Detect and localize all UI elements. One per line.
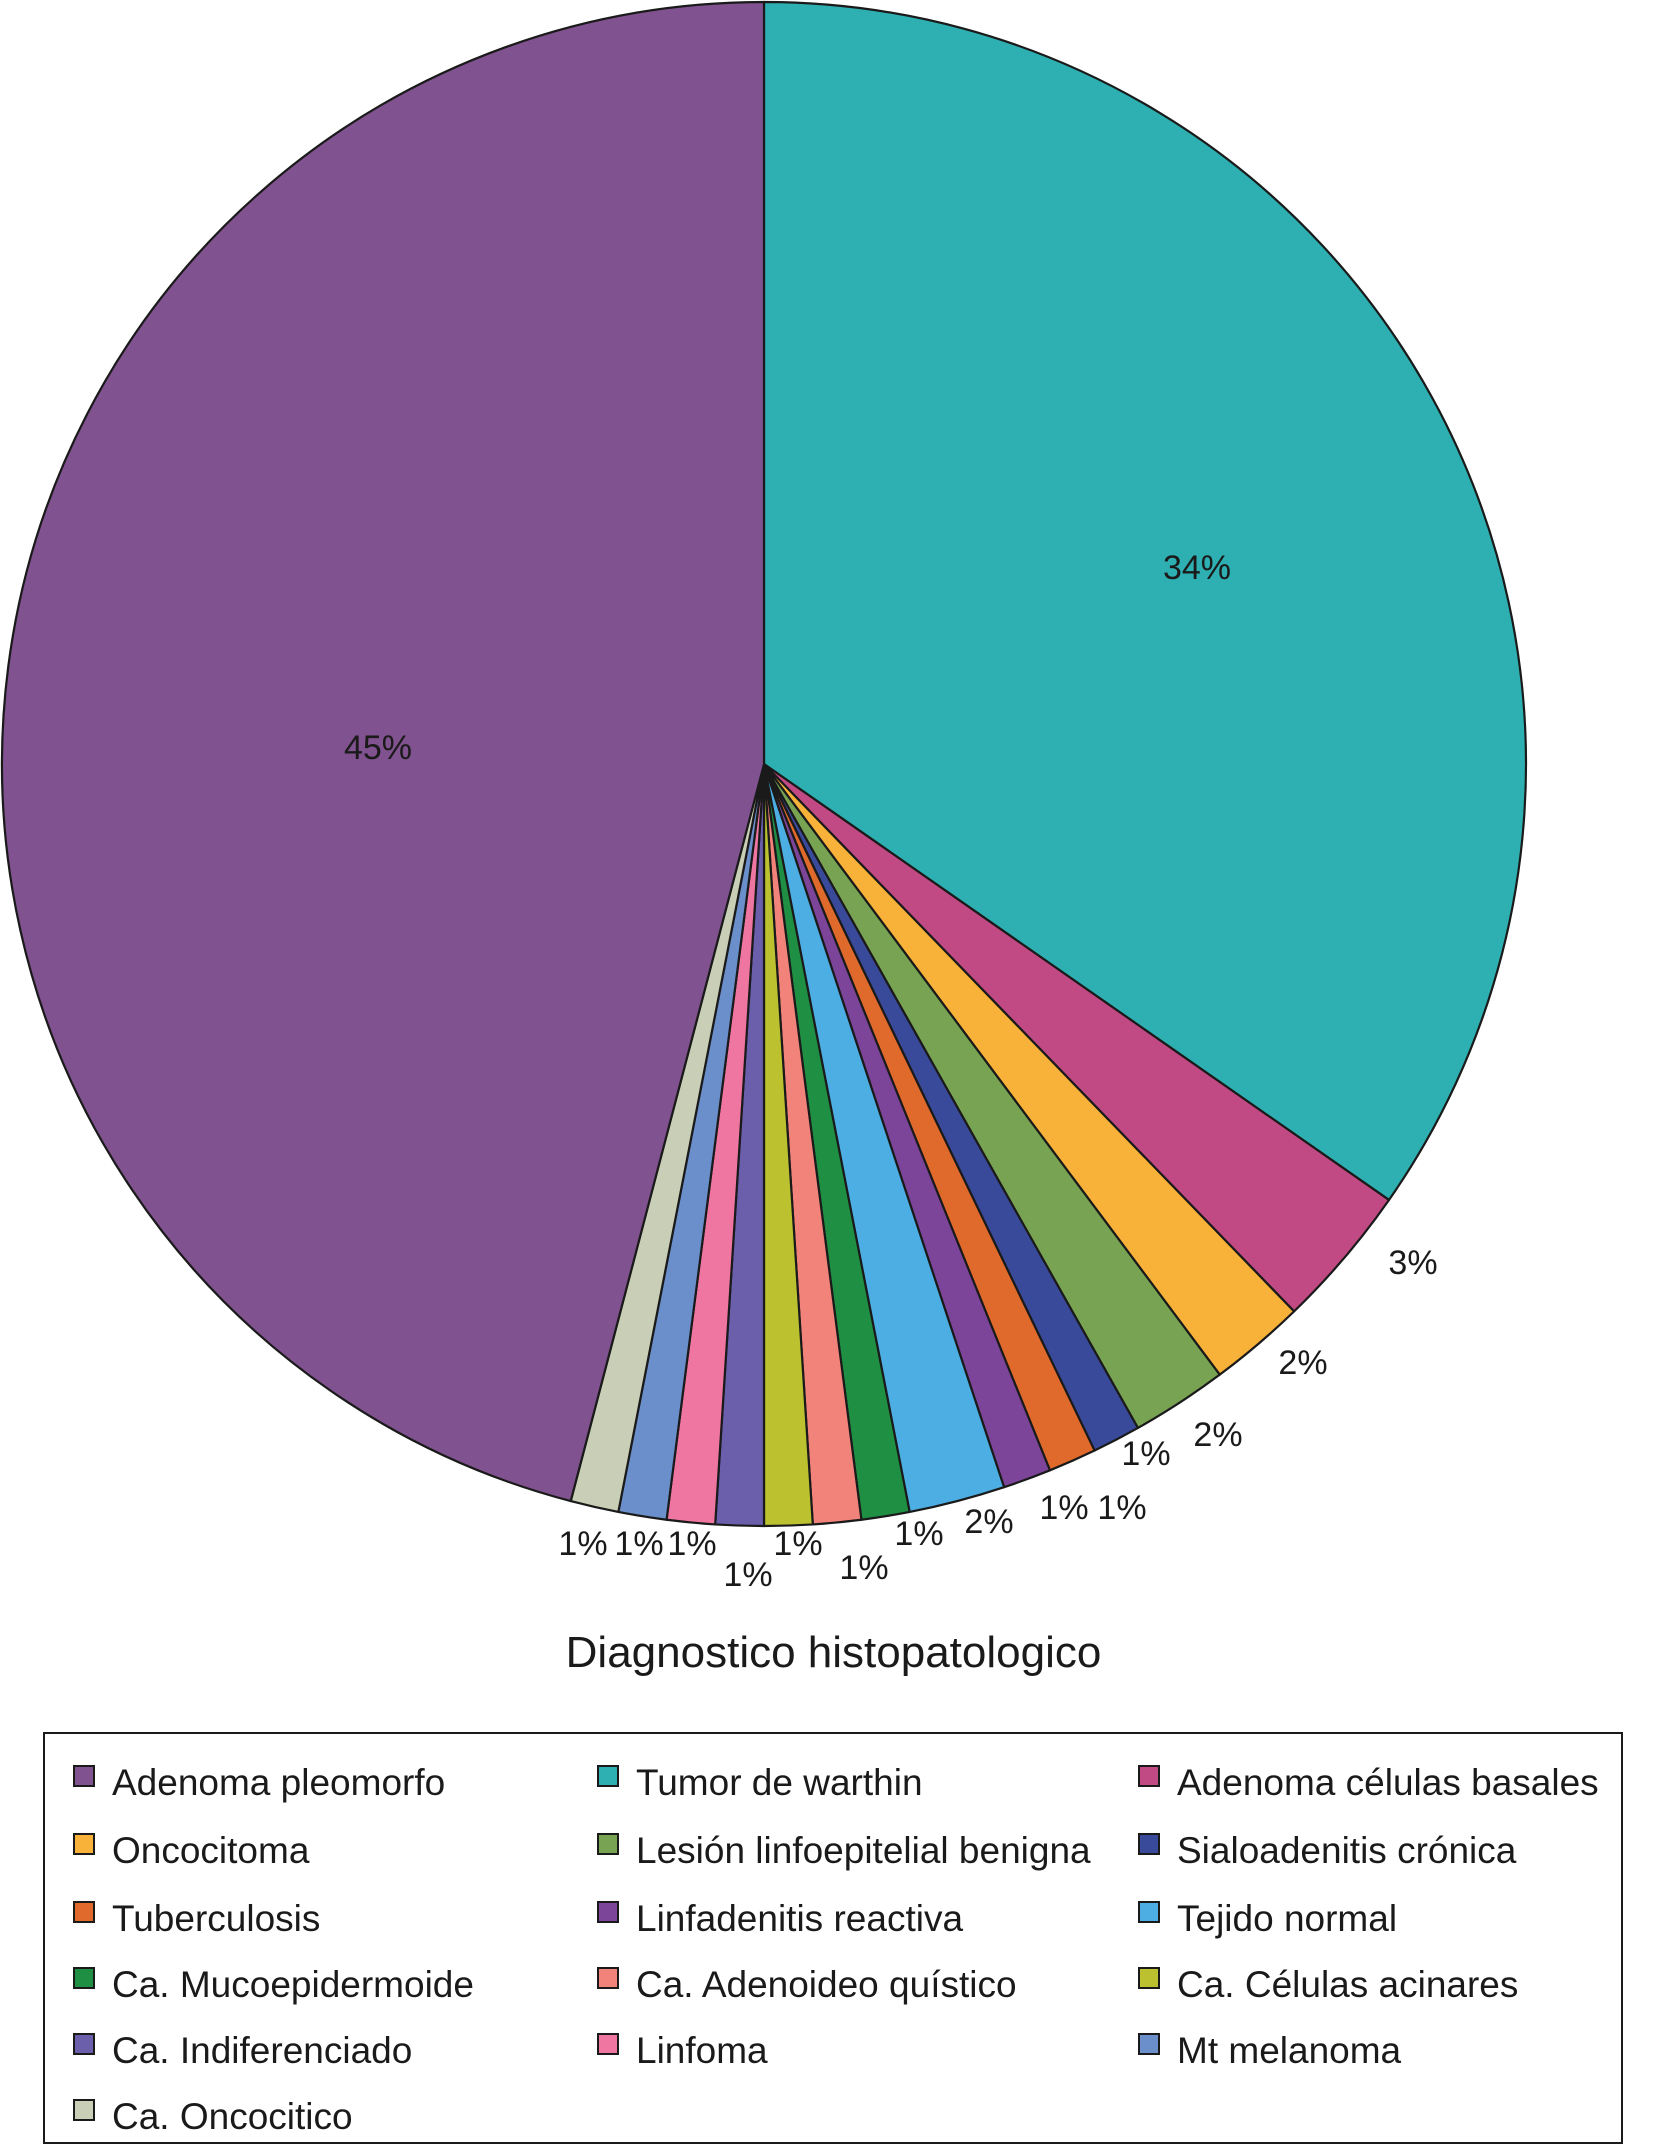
legend-label: Ca. Adenoideo quístico — [636, 1964, 1017, 2005]
legend-label: Tumor de warthin — [636, 1762, 923, 1803]
legend-swatch — [597, 1765, 619, 1787]
legend-item: Sialoadenitis crónica — [1138, 1830, 1516, 1872]
pie-data-labels: 34%3%2%2%1%1%1%2%1%1%1%1%1%1%1%45% — [344, 549, 1438, 1594]
data-label: 1% — [723, 1556, 772, 1594]
data-label: 2% — [964, 1503, 1013, 1541]
data-label: 3% — [1388, 1244, 1437, 1282]
legend-label: Tuberculosis — [112, 1898, 321, 1939]
data-label: 1% — [773, 1525, 822, 1563]
legend-label: Sialoadenitis crónica — [1177, 1830, 1517, 1871]
legend-swatch — [73, 1765, 95, 1787]
legend-label: Tejido normal — [1177, 1898, 1398, 1939]
legend-item: Adenoma pleomorfo — [73, 1762, 445, 1804]
data-label: 1% — [667, 1525, 716, 1563]
pie-slices — [0, 0, 1528, 1528]
legend-item: Tejido normal — [1138, 1898, 1397, 1940]
legend-item: Linfadenitis reactiva — [597, 1898, 963, 1940]
legend-item: Ca. Mucoepidermoide — [73, 1964, 474, 2006]
legend-swatch — [73, 2033, 95, 2055]
legend-swatch — [597, 1967, 619, 1989]
data-label: 1% — [558, 1525, 607, 1563]
pie-slice-adenoma-pleomorfo — [0, 0, 766, 1503]
legend-swatch — [73, 1967, 95, 1989]
legend-swatch — [73, 1833, 95, 1855]
legend-label: Ca. Oncocitico — [112, 2096, 353, 2137]
data-label: 2% — [1278, 1344, 1327, 1382]
legend-item: Ca. Adenoideo quístico — [597, 1964, 1017, 2006]
legend-swatch — [73, 2099, 95, 2121]
chart-title: Diagnostico histopatologico — [565, 1628, 1102, 1677]
legend-item: Ca. Oncocitico — [73, 2096, 353, 2138]
legend-label: Linfadenitis reactiva — [636, 1898, 964, 1939]
data-label: 1% — [1097, 1489, 1146, 1527]
legend-swatch — [1138, 1765, 1160, 1787]
legend-label: Lesión linfoepitelial benigna — [636, 1830, 1091, 1871]
legend-item: Ca. Células acinares — [1138, 1964, 1518, 2006]
legend-label: Mt melanoma — [1177, 2030, 1402, 2071]
legend: Adenoma pleomorfo Tumor de warthin Adenoma… — [43, 1732, 1623, 2144]
legend-label: Oncocitoma — [112, 1830, 310, 1871]
pie-slice-tumor-de-warthin — [762, 0, 1528, 1202]
legend-label: Ca. Mucoepidermoide — [112, 1964, 474, 2005]
legend-swatch — [597, 2033, 619, 2055]
legend-item: Linfoma — [597, 2030, 768, 2072]
legend-label: Adenoma células basales — [1177, 1762, 1599, 1803]
legend-label: Linfoma — [636, 2030, 768, 2071]
legend-swatch — [1138, 1967, 1160, 1989]
data-label: 45% — [344, 729, 412, 767]
legend-item: Tumor de warthin — [597, 1762, 923, 1804]
legend-item: Mt melanoma — [1138, 2030, 1401, 2072]
data-label: 34% — [1163, 549, 1231, 587]
data-label: 1% — [1039, 1489, 1088, 1527]
data-label: 1% — [894, 1515, 943, 1553]
legend-swatch — [1138, 2033, 1160, 2055]
legend-label: Adenoma pleomorfo — [112, 1762, 446, 1803]
legend-label: Ca. Células acinares — [1177, 1964, 1519, 2005]
legend-label: Ca. Indiferenciado — [112, 2030, 413, 2071]
legend-item: Oncocitoma — [73, 1830, 309, 1872]
pie-plot-area: 34%3%2%2%1%1%1%2%1%1%1%1%1%1%1%45% — [0, 0, 1528, 1594]
legend-item: Lesión linfoepitelial benigna — [597, 1830, 1091, 1872]
data-label: 1% — [1121, 1435, 1170, 1473]
legend-swatch — [1138, 1901, 1160, 1923]
data-label: 1% — [614, 1525, 663, 1563]
legend-swatch — [597, 1833, 619, 1855]
legend-item: Tuberculosis — [73, 1898, 320, 1940]
legend-swatch — [73, 1901, 95, 1923]
data-label: 2% — [1193, 1416, 1242, 1454]
legend-swatch — [597, 1901, 619, 1923]
legend-item: Adenoma células basales — [1138, 1762, 1599, 1804]
data-label: 1% — [839, 1549, 888, 1587]
legend-item: Ca. Indiferenciado — [73, 2030, 412, 2072]
legend-swatch — [1138, 1833, 1160, 1855]
